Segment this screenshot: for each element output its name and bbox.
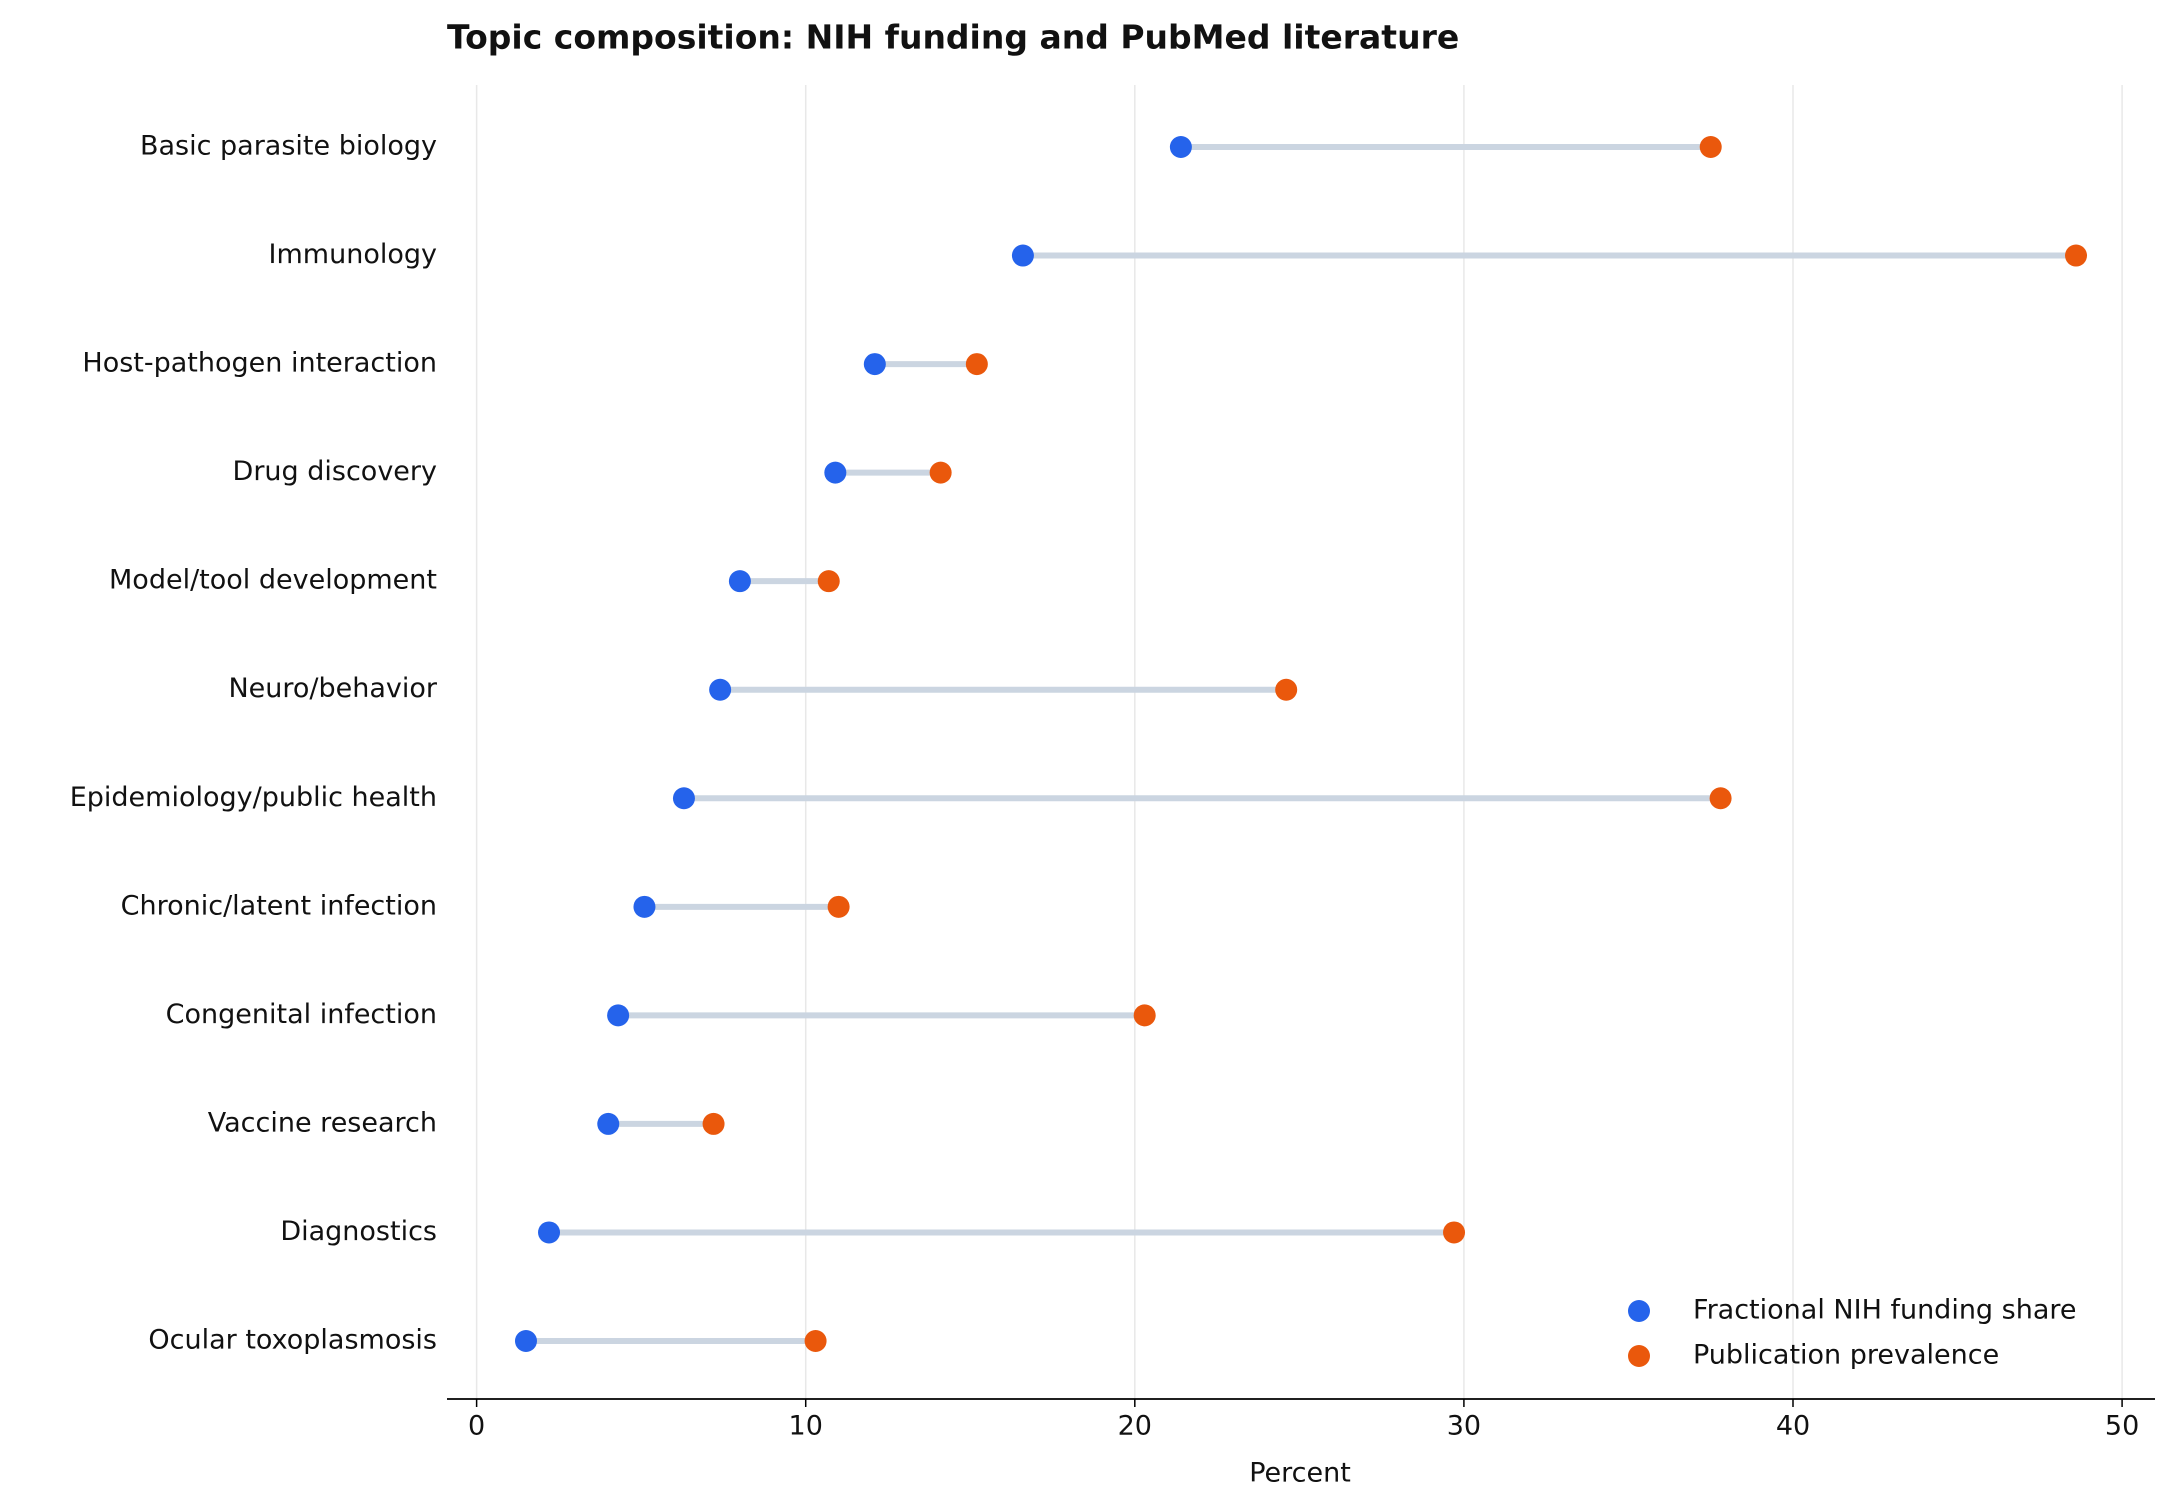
y-tick-label: Chronic/latent infection [121, 890, 437, 921]
dot [2065, 244, 2088, 267]
dot [817, 570, 840, 593]
dot [827, 895, 850, 918]
dot [1169, 136, 1192, 158]
dot [607, 1004, 630, 1027]
dot [1699, 136, 1722, 158]
legend-marker [1628, 1300, 1650, 1322]
dot [804, 1330, 827, 1352]
y-tick-label: Model/tool development [109, 565, 437, 596]
dot [824, 461, 847, 484]
y-tick-label: Basic parasite biology [140, 131, 437, 162]
y-tick-label: Ocular toxoplasmosis [148, 1325, 437, 1356]
y-tick-label: Congenital infection [166, 999, 437, 1030]
dot [514, 1330, 537, 1352]
y-tick-label: Neuro/behavior [228, 673, 437, 704]
y-tick-label: Vaccine research [208, 1107, 437, 1138]
x-tick-label: 40 [1776, 1411, 1810, 1442]
legend-label: Fractional NIH funding share [1693, 1295, 2077, 1326]
y-tick-label: Host-pathogen interaction [82, 348, 437, 379]
chart-title: Topic composition: NIH funding and PubMe… [447, 18, 1459, 57]
dot [965, 353, 988, 376]
legend-marker [1628, 1345, 1650, 1367]
dot [633, 895, 656, 918]
y-tick-label: Epidemiology/public health [70, 782, 437, 813]
x-tick-label: 30 [1447, 1411, 1481, 1442]
dot [672, 787, 695, 810]
dot [929, 461, 952, 484]
x-axis-label: Percent [1249, 1458, 1351, 1489]
dot [1275, 678, 1298, 701]
dot [597, 1112, 620, 1135]
dot [863, 353, 886, 376]
dot [1133, 1004, 1156, 1027]
dot [709, 678, 732, 701]
dot [538, 1221, 561, 1244]
x-tick-label: 50 [2105, 1411, 2139, 1442]
y-tick-label: Immunology [269, 239, 437, 270]
y-tick-label: Drug discovery [233, 456, 437, 487]
dot [1443, 1221, 1466, 1244]
dot [702, 1112, 725, 1135]
legend-label: Publication prevalence [1693, 1340, 1999, 1371]
x-tick-label: 10 [789, 1411, 823, 1442]
x-tick-label: 0 [468, 1411, 485, 1442]
dot [1011, 244, 1034, 267]
y-tick-label: Diagnostics [280, 1216, 437, 1247]
dot [1709, 787, 1732, 810]
dot [728, 570, 751, 593]
x-tick-label: 20 [1118, 1411, 1152, 1442]
